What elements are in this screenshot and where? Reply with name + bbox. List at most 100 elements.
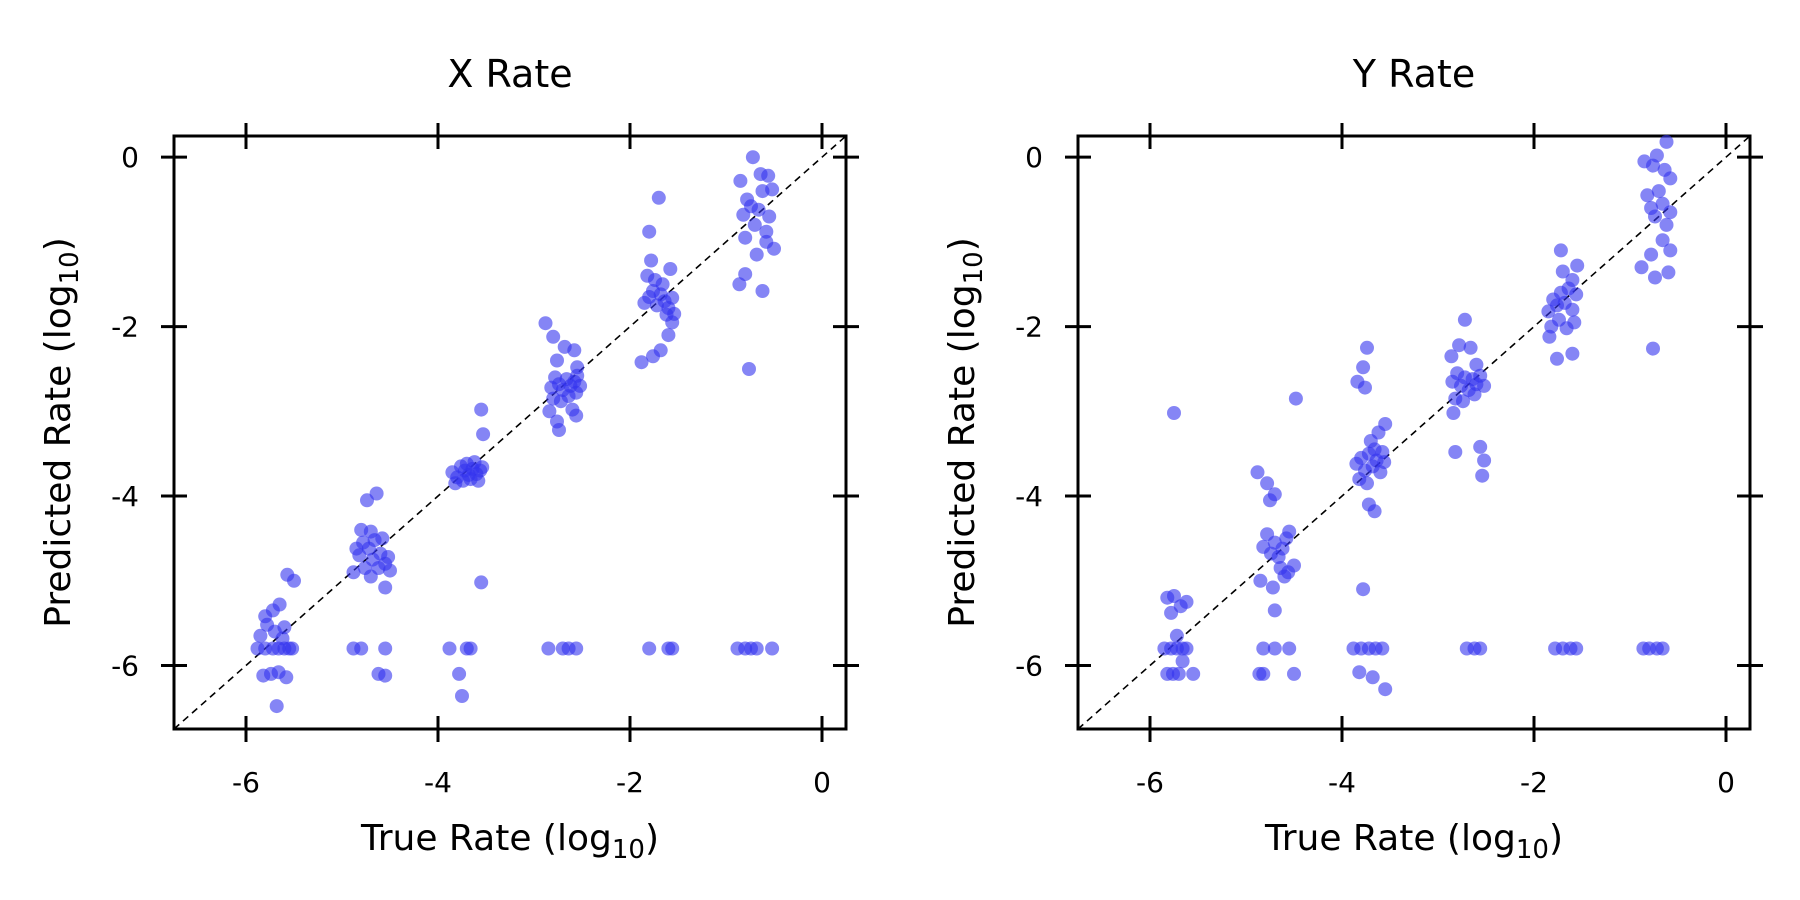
x-tick-label: -2: [616, 766, 644, 799]
data-point: [542, 404, 557, 419]
data-point: [1648, 270, 1662, 285]
data-point: [354, 641, 369, 656]
data-point: [272, 597, 287, 612]
data-point: [1287, 558, 1301, 573]
data-point: [1171, 666, 1186, 681]
data-point: [455, 689, 469, 703]
data-point: [1648, 209, 1662, 224]
data-point: [1446, 406, 1461, 420]
data-point: [567, 343, 582, 358]
data-point: [378, 668, 393, 683]
data-point: [1179, 641, 1194, 656]
data-point: [634, 355, 649, 370]
data-point: [570, 360, 585, 375]
data-point: [738, 230, 753, 245]
data-point: [474, 402, 489, 417]
data-point: [452, 666, 467, 681]
data-point: [1256, 666, 1271, 681]
data-point: [642, 224, 657, 239]
data-point: [471, 473, 486, 488]
data-point: [749, 247, 764, 262]
data-point: [1663, 171, 1678, 186]
data-point: [1477, 453, 1492, 468]
data-point: [1375, 641, 1390, 656]
data-point: [1634, 260, 1649, 275]
data-point: [651, 190, 666, 205]
data-point: [1542, 329, 1557, 344]
data-point: [375, 531, 390, 546]
chart-title: Y Rate: [1352, 52, 1475, 96]
data-point: [1358, 380, 1372, 395]
data-point: [1452, 338, 1467, 353]
data-point: [1267, 603, 1282, 618]
data-point: [1663, 205, 1678, 220]
data-point: [383, 563, 397, 578]
data-point: [1363, 434, 1378, 448]
x-axis-label: True Rate (log10): [360, 818, 659, 865]
data-point: [665, 641, 680, 656]
data-point: [378, 580, 393, 595]
data-point: [765, 641, 780, 656]
data-point: [1175, 654, 1190, 669]
data-point: [762, 209, 777, 224]
data-point: [1469, 357, 1484, 372]
identity-reference-line: [173, 135, 847, 730]
data-point: [1378, 682, 1393, 697]
data-point: [1256, 641, 1271, 656]
data-point: [363, 569, 378, 584]
data-point: [442, 641, 457, 656]
data-point: [1253, 573, 1268, 588]
data-point: [659, 307, 674, 322]
data-point: [573, 378, 588, 393]
scatter-points: [250, 150, 781, 714]
data-point: [1167, 589, 1181, 603]
data-point: [1475, 468, 1490, 483]
data-point: [749, 641, 764, 656]
y-tick-label: 0: [121, 141, 139, 174]
data-point: [1555, 264, 1570, 279]
data-point: [1179, 594, 1194, 609]
data-point: [381, 550, 396, 564]
data-point: [1186, 666, 1201, 681]
data-point: [1282, 524, 1297, 539]
y-tick-label: -6: [111, 649, 139, 682]
data-point: [732, 277, 747, 292]
data-point: [1569, 287, 1584, 302]
data-point: [642, 641, 657, 656]
data-point: [346, 565, 361, 580]
data-point: [1356, 582, 1371, 597]
data-point: [349, 541, 364, 556]
data-point: [1640, 188, 1655, 203]
data-point: [1644, 247, 1659, 262]
data-point: [1444, 349, 1459, 364]
data-point: [280, 567, 295, 582]
data-point: [260, 617, 275, 632]
data-point: [663, 262, 678, 276]
data-point: [1250, 465, 1265, 480]
data-point: [474, 575, 489, 590]
data-point: [1661, 265, 1676, 280]
data-point: [1360, 340, 1374, 355]
data-point: [467, 455, 482, 470]
data-point: [363, 524, 378, 539]
data-point: [1378, 417, 1393, 431]
plot-frame: [1076, 134, 1752, 731]
data-point: [1169, 628, 1184, 643]
data-point: [661, 328, 676, 343]
data-point: [755, 284, 770, 298]
data-point: [1565, 302, 1580, 317]
data-point: [1167, 406, 1181, 420]
data-point: [253, 628, 268, 643]
data-point: [1288, 391, 1303, 406]
data-point: [1550, 351, 1564, 366]
data-point: [1367, 504, 1382, 519]
data-point: [463, 641, 478, 656]
data-point: [546, 329, 561, 344]
data-point: [1282, 641, 1297, 656]
y-axis-label: Predicted Rate (log10): [38, 237, 85, 628]
data-point: [738, 267, 753, 282]
data-point: [1567, 315, 1582, 330]
data-point: [745, 150, 760, 165]
data-point: [1473, 641, 1488, 656]
y-tick-label: -2: [1015, 311, 1043, 344]
